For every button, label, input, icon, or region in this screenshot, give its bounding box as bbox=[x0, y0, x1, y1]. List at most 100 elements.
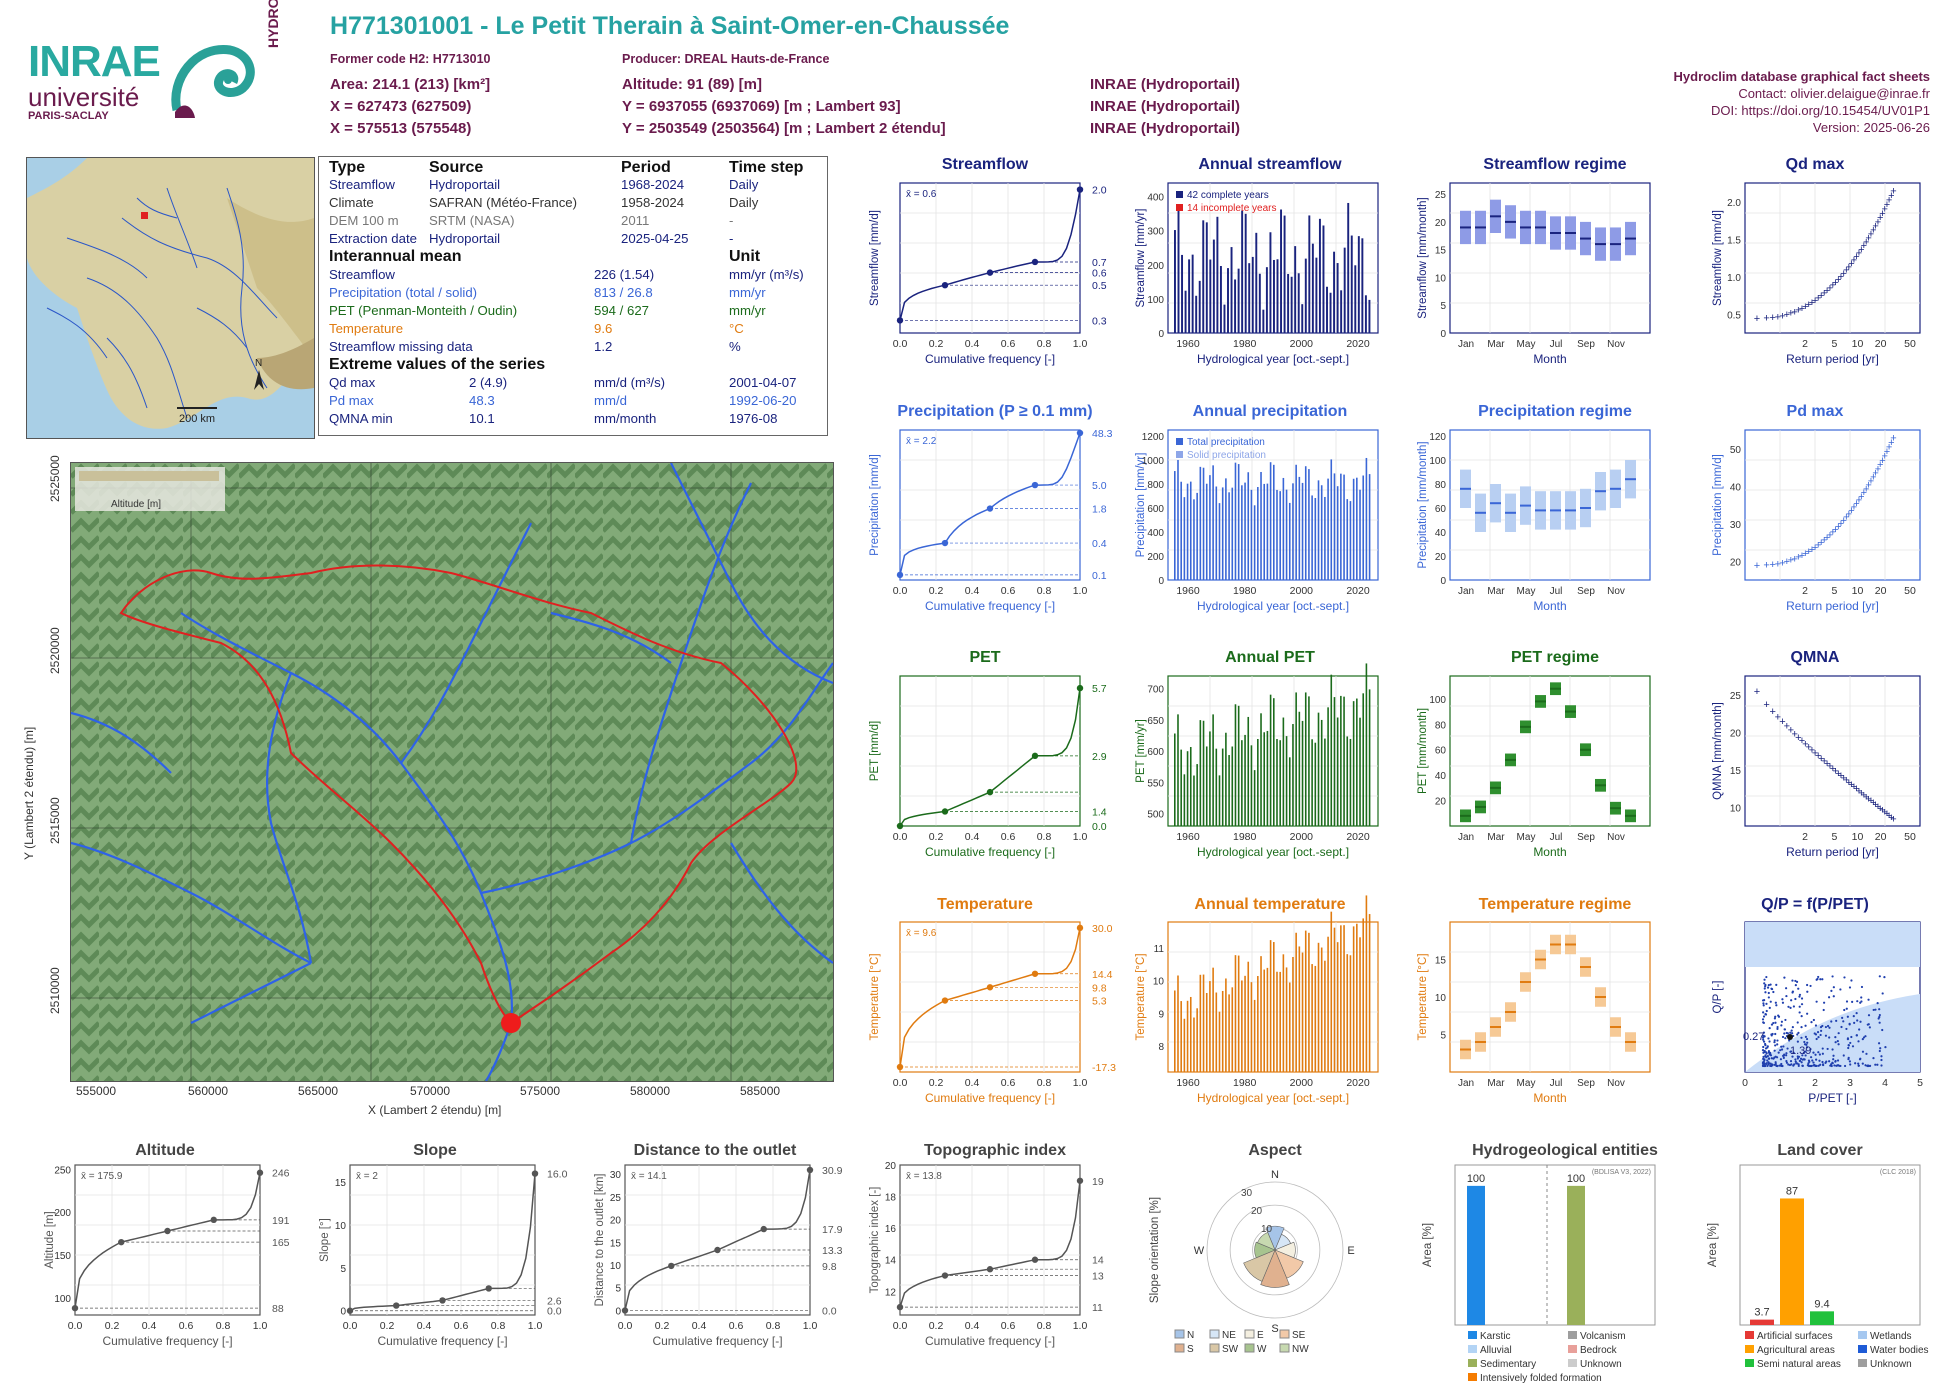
annual-bar bbox=[1202, 220, 1205, 333]
y-tick-label: 600 bbox=[1147, 504, 1164, 515]
legend-swatch bbox=[1176, 204, 1183, 211]
qp-point bbox=[1764, 1054, 1767, 1057]
rp-point: + bbox=[1853, 251, 1859, 263]
annual-bar bbox=[1298, 946, 1301, 1072]
y-tick-label: 5 bbox=[1440, 1031, 1446, 1042]
qp-point bbox=[1762, 1060, 1765, 1063]
aspect-e-label: E bbox=[1347, 1245, 1354, 1257]
annual-bar bbox=[1257, 739, 1259, 826]
rp-point: + bbox=[1888, 190, 1894, 202]
hydrogeo-legend-label: Volcanism bbox=[1580, 1331, 1626, 1342]
extreme-unit: mm/month bbox=[594, 411, 657, 426]
qp-point bbox=[1866, 1064, 1869, 1068]
annual-bar bbox=[1237, 268, 1240, 333]
rp-point: + bbox=[1799, 303, 1805, 315]
qp-point bbox=[1805, 1043, 1808, 1046]
rp-point: + bbox=[1763, 560, 1769, 572]
annual-bar bbox=[1183, 497, 1186, 580]
qp-point bbox=[1793, 1063, 1796, 1066]
annual-bar bbox=[1343, 925, 1345, 1072]
plot-frame bbox=[1454, 1164, 1656, 1326]
mean-label: Streamflow missing data bbox=[329, 339, 473, 354]
qp-point bbox=[1765, 1002, 1768, 1005]
x-tick-label: 0.2 bbox=[929, 1320, 944, 1332]
hydrogeo-legend-label: Karstic bbox=[1480, 1331, 1511, 1342]
qp-point bbox=[1806, 983, 1809, 987]
annual-bar bbox=[1336, 263, 1339, 333]
rp-point: + bbox=[1763, 313, 1769, 325]
rp-point: + bbox=[1886, 810, 1892, 822]
y-axis-label: Altitude [m] bbox=[44, 1211, 56, 1269]
y-axis-label: Streamflow [mm/d] bbox=[869, 210, 881, 306]
extreme-unit: mm/d (m³/s) bbox=[594, 375, 666, 390]
aspect-wedge bbox=[1257, 1232, 1276, 1251]
right-axis-label: 0.0 bbox=[547, 1306, 562, 1318]
y-tick-label: 9 bbox=[1158, 1009, 1164, 1020]
annual-bar bbox=[1336, 486, 1339, 580]
hydrogeo-legend-swatch bbox=[1568, 1359, 1577, 1367]
cdf-series-line bbox=[899, 927, 1081, 1068]
qp-point bbox=[1878, 975, 1881, 978]
info-doi[interactable]: DOI: https://doi.org/10.15454/UV01P1 bbox=[1711, 103, 1930, 118]
aspect-legend-label: N bbox=[1187, 1330, 1194, 1341]
info-version: Version: 2025-06-26 bbox=[1812, 120, 1930, 135]
x-tick-label: 0.4 bbox=[965, 1320, 980, 1332]
qp-point bbox=[1790, 1029, 1793, 1032]
x-axis-label: Month bbox=[1533, 352, 1566, 366]
plot-frame bbox=[1449, 429, 1651, 581]
x-tick-label: 0.0 bbox=[68, 1320, 83, 1332]
x-tick-label: 0.0 bbox=[893, 831, 908, 843]
qp-point bbox=[1789, 1006, 1792, 1009]
annual-bar bbox=[1244, 482, 1246, 580]
cdf-series-line bbox=[899, 189, 1081, 321]
rp-point: + bbox=[1861, 789, 1867, 801]
qp-point bbox=[1770, 987, 1774, 991]
bar-value-label: 100 bbox=[1467, 1173, 1485, 1185]
annual-bar bbox=[1174, 471, 1176, 580]
info-contact[interactable]: Contact: olivier.delaigue@inrae.fr bbox=[1738, 86, 1930, 101]
annual-bar bbox=[1276, 739, 1278, 826]
annual-bar bbox=[1327, 936, 1329, 1072]
qp-point bbox=[1786, 1032, 1789, 1035]
annual-bar bbox=[1266, 730, 1269, 826]
annual-bar bbox=[1314, 742, 1317, 826]
aspect-legend-swatch bbox=[1209, 1343, 1220, 1353]
row-source: SAFRAN (Météo-France) bbox=[429, 195, 578, 210]
title-topo: Topographic index bbox=[924, 1142, 1066, 1159]
annual-bar bbox=[1263, 969, 1266, 1072]
bar-value-label: 9.4 bbox=[1814, 1298, 1829, 1310]
rp-point: + bbox=[1821, 755, 1827, 767]
rp-point: + bbox=[1791, 306, 1797, 318]
qp-point bbox=[1796, 1033, 1799, 1036]
annual-bar bbox=[1257, 976, 1259, 1072]
legend-swatch bbox=[1176, 438, 1183, 445]
annual-bar bbox=[1228, 755, 1230, 826]
y-tick-label: 15 bbox=[335, 1178, 347, 1189]
qp-point bbox=[1766, 1055, 1769, 1058]
annual-bar bbox=[1237, 464, 1240, 580]
rp-point: + bbox=[1763, 699, 1769, 711]
aspect-wedge bbox=[1243, 1249, 1276, 1282]
annual-bar bbox=[1292, 483, 1294, 580]
qp-point bbox=[1854, 1062, 1857, 1065]
annual-bar bbox=[1324, 960, 1326, 1072]
mean-value: 1.2 bbox=[594, 339, 613, 354]
qp-point bbox=[1828, 1036, 1831, 1039]
qp-point bbox=[1787, 1005, 1790, 1008]
x-axis-label: Month bbox=[1533, 1091, 1566, 1105]
x-tick-label: 0.2 bbox=[929, 831, 944, 843]
rp-point: + bbox=[1784, 721, 1790, 733]
hydrogeo-legend-label: Intensively folded formation bbox=[1480, 1373, 1602, 1384]
x-axis-label: Hydrological year [oct.-sept.] bbox=[1197, 352, 1349, 366]
x-tick-label: 0.6 bbox=[1001, 1077, 1016, 1089]
right-axis-label: 0.5 bbox=[1092, 280, 1107, 292]
right-axis-label: 14 bbox=[1092, 1255, 1104, 1267]
x-tick-label: 0.6 bbox=[1001, 585, 1016, 597]
extreme-label: QMNA min bbox=[329, 411, 393, 426]
rp-point: + bbox=[1877, 212, 1883, 224]
annual-bar bbox=[1282, 954, 1285, 1072]
qp-point bbox=[1817, 1051, 1820, 1054]
rp-point: + bbox=[1868, 795, 1874, 807]
title-qmna: QMNA bbox=[1790, 649, 1840, 666]
qp-point bbox=[1792, 1051, 1795, 1054]
